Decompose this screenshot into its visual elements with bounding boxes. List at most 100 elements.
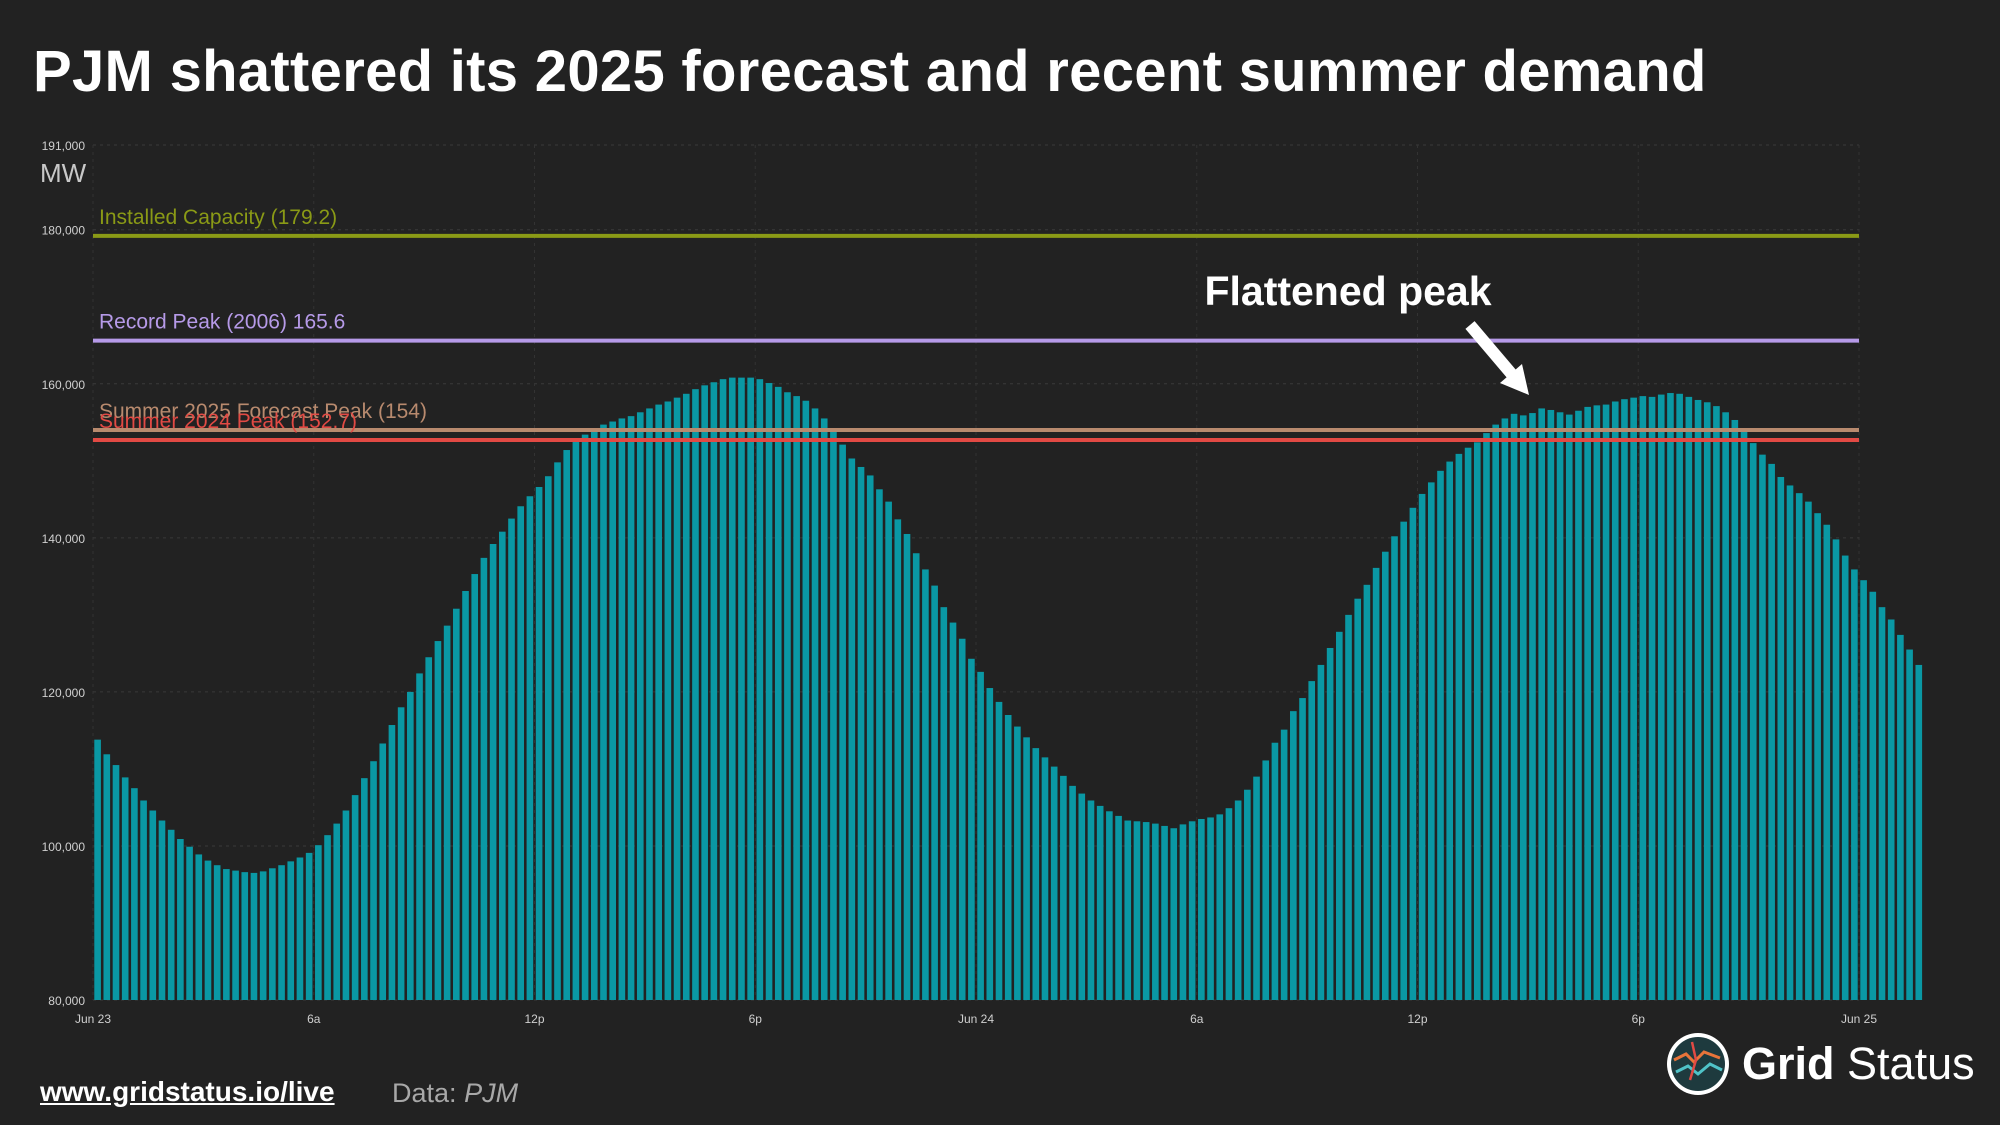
demand-bar — [710, 382, 718, 1000]
demand-bar — [1694, 399, 1702, 1000]
demand-bar — [232, 870, 239, 1000]
demand-bar — [1768, 463, 1775, 1000]
demand-bar — [315, 845, 322, 1000]
demand-bar — [1878, 607, 1886, 1000]
demand-bar — [1538, 408, 1545, 1000]
demand-bar — [590, 428, 598, 1000]
demand-bar — [1731, 419, 1739, 1001]
demand-bar — [517, 506, 525, 1000]
demand-bar — [333, 823, 341, 1000]
flattened-peak-annotation: Flattened peak — [1204, 268, 1491, 314]
demand-bar — [204, 860, 212, 1000]
demand-bar — [1004, 715, 1012, 1000]
demand-bar — [453, 608, 460, 1000]
demand-bar — [1602, 404, 1610, 1001]
demand-bar — [1225, 808, 1233, 1000]
demand-bar — [1023, 737, 1030, 1000]
demand-bar — [572, 440, 580, 1000]
demand-bar — [443, 625, 451, 1000]
demand-bar — [223, 869, 230, 1000]
demand-bar — [701, 385, 708, 1000]
demand-bar — [719, 379, 727, 1000]
demand-bar — [544, 476, 552, 1001]
demand-bar — [1152, 823, 1159, 1000]
demand-bar — [692, 389, 699, 1001]
demand-bar — [305, 852, 313, 1000]
demand-bar — [186, 846, 193, 1000]
demand-bar — [1253, 776, 1260, 1000]
demand-bar — [673, 397, 681, 1000]
demand-bar — [1060, 775, 1067, 1000]
demand-bar — [995, 701, 1003, 1000]
demand-bar — [986, 688, 994, 1000]
demand-bar — [1777, 476, 1785, 1001]
demand-bar — [121, 777, 129, 1000]
demand-bar — [1244, 789, 1251, 1000]
demand-bar — [1354, 598, 1362, 1000]
demand-bar — [664, 401, 672, 1000]
demand-bar — [342, 810, 350, 1000]
demand-bar — [1869, 591, 1877, 1000]
demand-bar — [1317, 664, 1325, 1000]
demand-bar — [1124, 820, 1132, 1000]
demand-bar — [471, 574, 479, 1000]
demand-bar — [351, 795, 359, 1000]
demand-bar — [1759, 454, 1766, 1000]
demand-bar — [287, 861, 295, 1000]
demand-bar — [1621, 399, 1628, 1000]
demand-bar — [968, 658, 975, 1000]
demand-bar — [793, 396, 800, 1000]
demand-bar — [1078, 793, 1086, 1000]
x-tick-label: Jun 25 — [1841, 1012, 1877, 1026]
demand-bar — [1096, 805, 1104, 1000]
demand-bar — [269, 868, 276, 1000]
demand-bar — [407, 691, 414, 1000]
demand-bar — [1685, 396, 1693, 1000]
x-tick-label: Jun 24 — [958, 1012, 994, 1026]
demand-bar — [1336, 631, 1343, 1000]
demand-bar — [1464, 447, 1472, 1001]
arrow-icon — [1465, 321, 1529, 395]
demand-bar — [1363, 584, 1371, 1000]
reference-line-label: Summer 2025 Forecast Peak (154) — [99, 400, 427, 423]
demand-bar — [903, 533, 911, 1000]
y-axis-unit-label: MW — [40, 158, 87, 188]
demand-bar — [1593, 405, 1601, 1001]
demand-bar — [563, 450, 571, 1000]
demand-bar — [1345, 614, 1352, 1000]
gridstatus-live-link[interactable]: www.gridstatus.io/live — [40, 1076, 335, 1107]
demand-bar — [931, 585, 938, 1000]
demand-bar — [1262, 760, 1270, 1000]
demand-bar — [324, 835, 331, 1000]
demand-bar — [1142, 822, 1150, 1000]
reference-lines: Installed Capacity (179.2) Record Peak (2… — [93, 206, 1859, 443]
demand-bar — [195, 854, 203, 1000]
x-tick-label: Jun 23 — [75, 1012, 111, 1026]
y-tick-label: 191,000 — [42, 139, 86, 153]
demand-bar — [1657, 394, 1665, 1000]
demand-bar — [1860, 580, 1867, 1000]
demand-bar — [158, 820, 166, 1000]
demand-bar — [1492, 424, 1499, 1000]
x-tick-label: 6p — [749, 1012, 763, 1026]
demand-bar — [1786, 485, 1794, 1000]
demand-bar — [1170, 828, 1178, 1000]
demand-bar — [259, 871, 267, 1000]
demand-bar — [1234, 800, 1242, 1000]
demand-bar — [1418, 493, 1426, 1000]
demand-bar — [1326, 647, 1334, 1000]
demand-bar — [885, 501, 892, 1000]
x-tick-label: 12p — [1407, 1012, 1427, 1026]
demand-bar — [1050, 766, 1058, 1000]
demand-bar — [1676, 393, 1683, 1000]
demand-bar — [627, 416, 635, 1000]
demand-bar — [1814, 513, 1821, 1000]
demand-bar — [1446, 461, 1454, 1001]
y-tick-label: 80,000 — [48, 994, 85, 1008]
demand-bar — [1381, 551, 1389, 1000]
demand-bar — [765, 383, 773, 1000]
demand-bar — [425, 657, 433, 1000]
demand-bar — [1308, 681, 1316, 1000]
demand-bar — [149, 810, 157, 1000]
demand-bar — [848, 458, 856, 1000]
